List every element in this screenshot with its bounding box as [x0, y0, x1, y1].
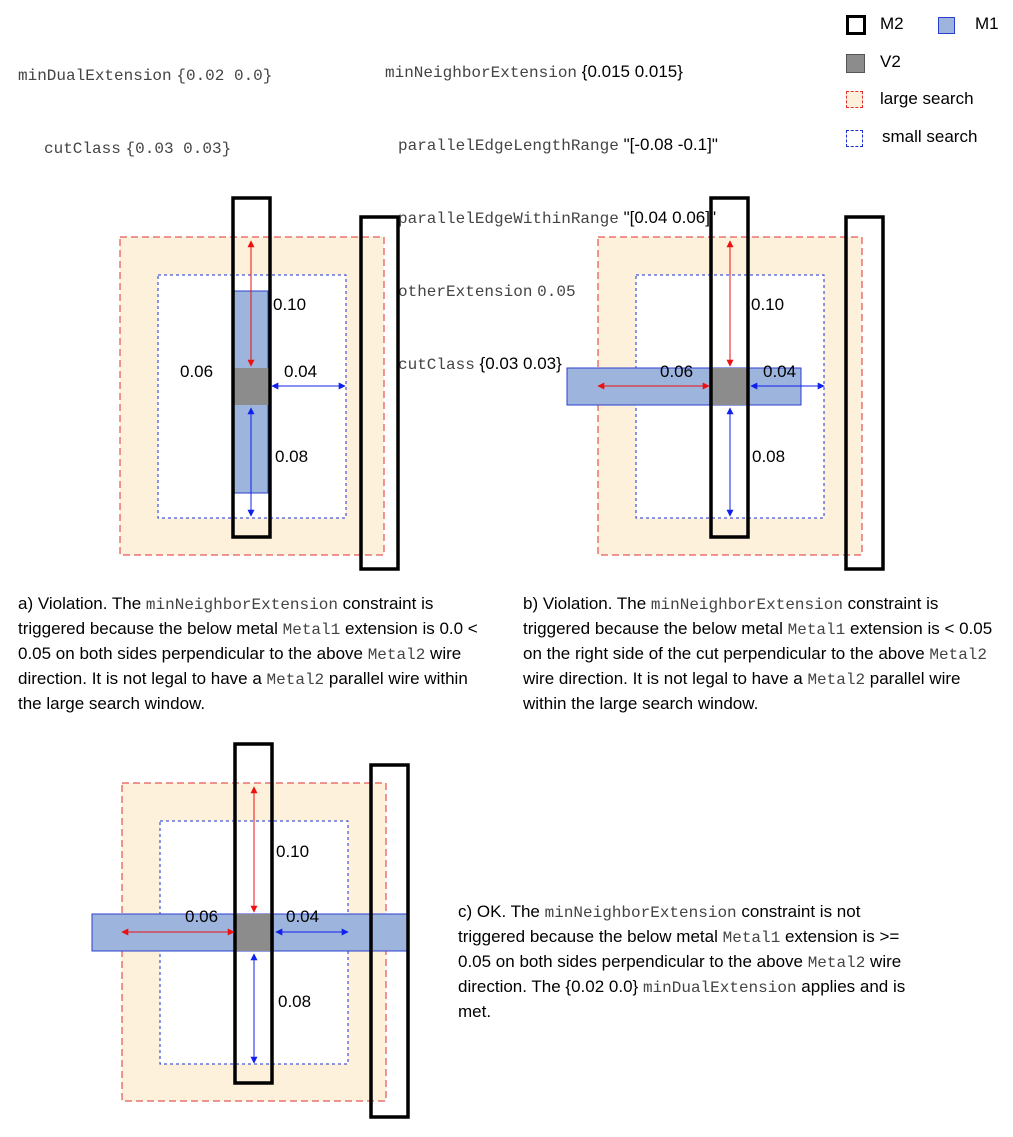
m2-wire [709, 196, 750, 539]
rule-value: "[0.04 0.06]" [623, 208, 716, 227]
rule-key: cutClass [398, 356, 475, 374]
m2-parallel-wire [359, 215, 400, 571]
v2-swatch [846, 54, 865, 73]
small-search-swatch [846, 130, 863, 147]
code-term: minNeighborExtension [544, 904, 737, 922]
v2-cut [236, 914, 274, 951]
diagram-b: 0.10 0.06 0.04 0.08 [566, 196, 885, 571]
dimension-label-left: 0.06 [185, 907, 218, 926]
min-dual-extension-rule: minDualExtension {0.02 0.0} cutClass {0.… [18, 15, 272, 185]
m2-parallel-wire [369, 763, 410, 1119]
rule-key: minNeighborExtension [385, 64, 578, 82]
code-term: minDualExtension [642, 979, 797, 997]
rule-value: 0.05 [537, 283, 576, 301]
large-search-legend-label: large search [880, 89, 974, 108]
m2-wire [233, 742, 274, 1085]
m2-parallel-wire [844, 215, 885, 571]
large-search-swatch [846, 91, 863, 108]
code-term: minNeighborExtension [145, 596, 338, 614]
dimension-label-bottom: 0.08 [275, 447, 308, 466]
dimension-label-top: 0.10 [276, 842, 309, 861]
rule-key: cutClass [44, 140, 121, 158]
code-term: Metal1 [282, 621, 341, 639]
rule-key: otherExtension [398, 283, 533, 301]
dimension-label-top: 0.10 [751, 295, 784, 314]
dimension-label-left: 0.06 [180, 362, 213, 381]
code-term: Metal2 [367, 646, 426, 664]
rule-value: {0.03 0.03} [479, 354, 562, 373]
dimension-label-right: 0.04 [284, 362, 317, 381]
rule-value: {0.03 0.03} [125, 140, 232, 158]
code-term: minNeighborExtension [650, 596, 843, 614]
dimension-label-left: 0.06 [660, 362, 693, 381]
m2-wire [231, 196, 272, 539]
small-search-legend-label: small search [882, 127, 978, 146]
code-term: Metal1 [722, 929, 781, 947]
code-term: Metal2 [266, 671, 325, 689]
rule-key: parallelEdgeWithinRange [398, 210, 619, 228]
caption-b: b) Violation. The minNeighborExtension c… [523, 594, 993, 713]
dimension-label-bottom: 0.08 [278, 992, 311, 1011]
rule-key: minDualExtension [18, 67, 172, 85]
m1-legend-label: M1 [975, 14, 999, 33]
dimension-label-top: 0.10 [273, 295, 306, 314]
v2-cut [711, 368, 749, 405]
dimension-label-bottom: 0.08 [752, 447, 785, 466]
code-term: Metal2 [807, 671, 866, 689]
m2-swatch [846, 15, 866, 35]
diagram-c: 0.10 0.06 0.04 0.08 [91, 742, 410, 1119]
code-term: Metal1 [787, 621, 846, 639]
code-term: Metal2 [929, 646, 987, 664]
min-neighbor-extension-rule: minNeighborExtension {0.015 0.015} paral… [385, 12, 718, 401]
caption-c: c) OK. The minNeighborExtension constrai… [458, 902, 906, 1021]
m2-legend-label: M2 [880, 14, 904, 33]
dimension-label-right: 0.04 [763, 362, 796, 381]
rule-value: {0.02 0.0} [176, 67, 273, 85]
v2-cut [232, 368, 270, 405]
caption-a: a) Violation. The minNeighborExtension c… [18, 594, 478, 713]
diagram-a: 0.10 0.06 0.04 0.08 [119, 196, 400, 571]
rule-value: {0.015 0.015} [581, 62, 683, 81]
code-term: Metal2 [807, 954, 866, 972]
m1-swatch [938, 17, 955, 34]
dimension-label-right: 0.04 [286, 907, 319, 926]
v2-legend-label: V2 [880, 52, 901, 71]
rule-value: "[-0.08 -0.1]" [623, 135, 718, 154]
rule-key: parallelEdgeLengthRange [398, 137, 619, 155]
